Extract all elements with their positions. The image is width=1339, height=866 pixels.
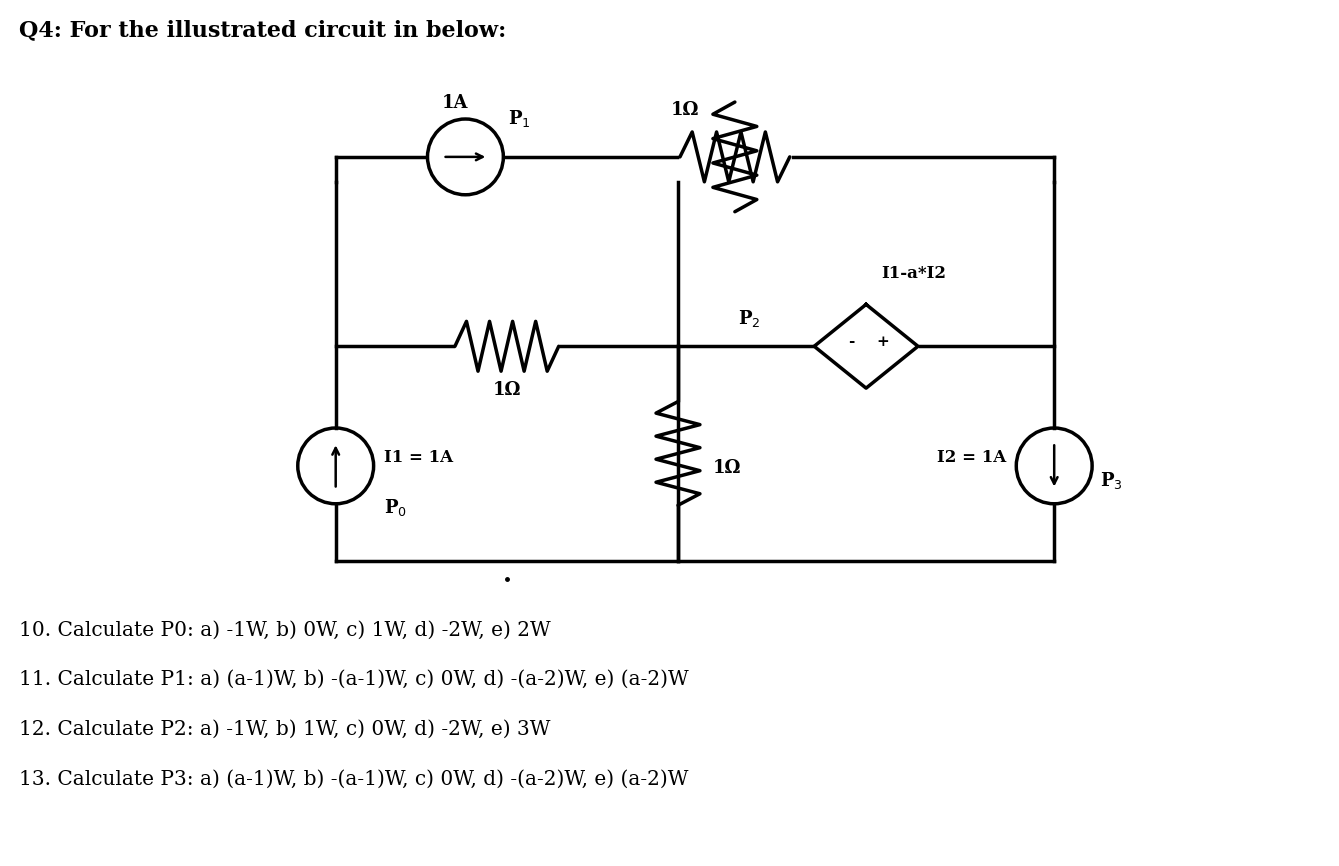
Text: 10. Calculate P0: a) -1W, b) 0W, c) 1W, d) -2W, e) 2W: 10. Calculate P0: a) -1W, b) 0W, c) 1W, … — [19, 620, 552, 639]
Text: 1Ω: 1Ω — [712, 459, 742, 477]
Text: I1-a*I2: I1-a*I2 — [881, 266, 947, 282]
Text: Q4: For the illustrated circuit in below:: Q4: For the illustrated circuit in below… — [19, 19, 506, 42]
Text: 13. Calculate P3: a) (a-1)W, b) -(a-1)W, c) 0W, d) -(a-2)W, e) (a-2)W: 13. Calculate P3: a) (a-1)W, b) -(a-1)W,… — [19, 770, 688, 789]
Text: 12. Calculate P2: a) -1W, b) 1W, c) 0W, d) -2W, e) 3W: 12. Calculate P2: a) -1W, b) 1W, c) 0W, … — [19, 720, 550, 739]
Text: P$_0$: P$_0$ — [383, 497, 407, 518]
Text: P$_1$: P$_1$ — [509, 108, 532, 129]
Text: +: + — [877, 335, 889, 349]
Text: P$_3$: P$_3$ — [1101, 470, 1123, 491]
Text: P$_2$: P$_2$ — [738, 308, 761, 329]
Text: I1 = 1A: I1 = 1A — [383, 449, 453, 467]
Text: 11. Calculate P1: a) (a-1)W, b) -(a-1)W, c) 0W, d) -(a-2)W, e) (a-2)W: 11. Calculate P1: a) (a-1)W, b) -(a-1)W,… — [19, 670, 690, 689]
Text: I2 = 1A: I2 = 1A — [937, 449, 1007, 467]
Text: -: - — [848, 335, 854, 349]
Text: 1Ω: 1Ω — [493, 381, 521, 399]
Text: 1Ω: 1Ω — [671, 101, 699, 119]
Text: 1A: 1A — [442, 94, 469, 112]
